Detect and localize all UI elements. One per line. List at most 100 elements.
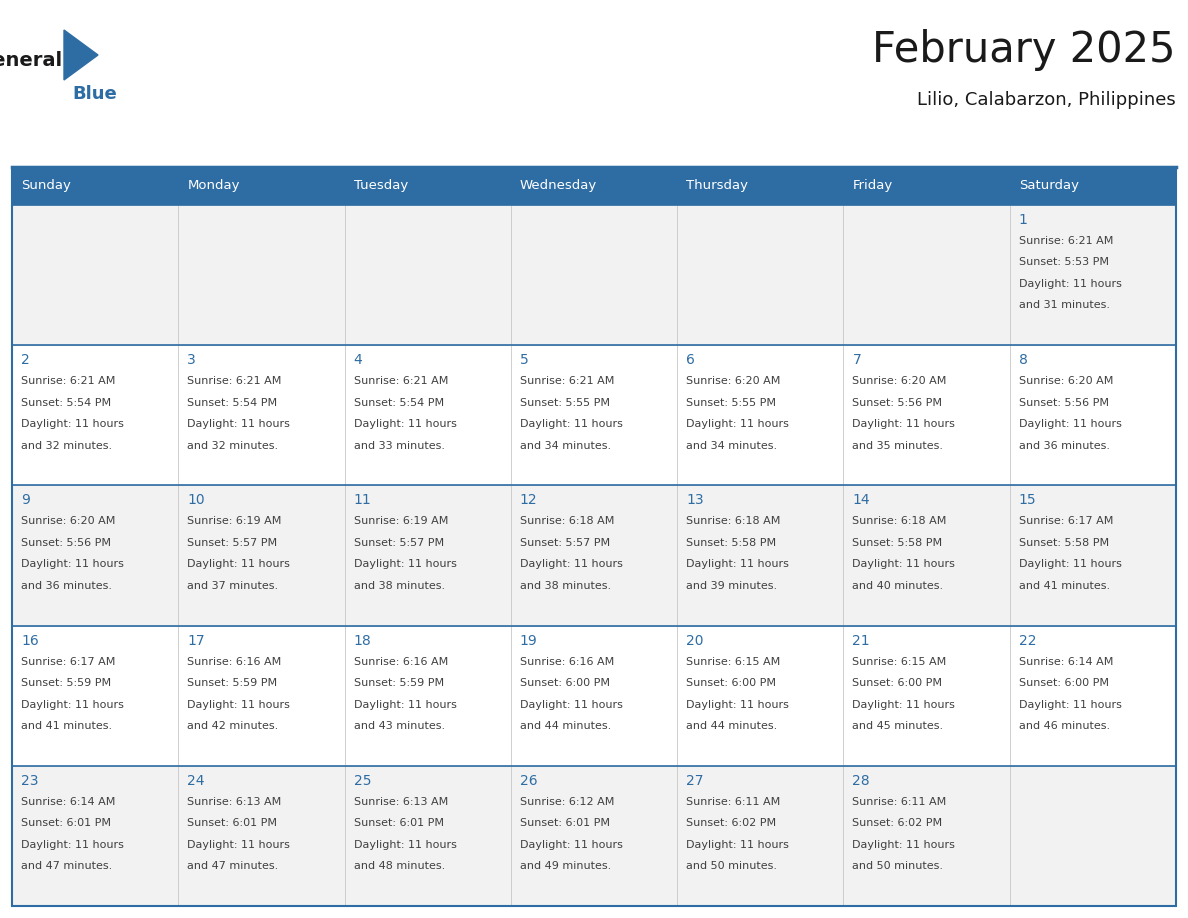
Text: Sunrise: 6:15 AM: Sunrise: 6:15 AM — [687, 656, 781, 666]
Text: Sunset: 6:01 PM: Sunset: 6:01 PM — [21, 818, 110, 828]
Text: Sunrise: 6:14 AM: Sunrise: 6:14 AM — [21, 797, 115, 807]
Text: Sunset: 5:54 PM: Sunset: 5:54 PM — [21, 397, 112, 408]
Bar — [12, 345, 178, 486]
Text: and 35 minutes.: and 35 minutes. — [853, 441, 943, 451]
Text: 20: 20 — [687, 633, 703, 647]
Text: and 34 minutes.: and 34 minutes. — [520, 441, 611, 451]
Text: Daylight: 11 hours: Daylight: 11 hours — [520, 559, 623, 569]
Text: Sunrise: 6:11 AM: Sunrise: 6:11 AM — [853, 797, 947, 807]
Text: and 32 minutes.: and 32 minutes. — [188, 441, 278, 451]
Text: Sunset: 5:59 PM: Sunset: 5:59 PM — [21, 678, 112, 688]
Text: Sunset: 6:01 PM: Sunset: 6:01 PM — [188, 818, 277, 828]
Text: 3: 3 — [188, 353, 196, 367]
Text: Friday: Friday — [853, 180, 892, 193]
Bar — [511, 766, 677, 906]
Text: Sunrise: 6:13 AM: Sunrise: 6:13 AM — [354, 797, 448, 807]
Bar — [511, 167, 677, 205]
Text: Daylight: 11 hours: Daylight: 11 hours — [853, 420, 955, 430]
Bar — [12, 766, 178, 906]
Bar — [345, 766, 511, 906]
Text: and 50 minutes.: and 50 minutes. — [853, 861, 943, 871]
Text: Daylight: 11 hours: Daylight: 11 hours — [354, 559, 456, 569]
Text: and 34 minutes.: and 34 minutes. — [687, 441, 777, 451]
Text: Sunrise: 6:14 AM: Sunrise: 6:14 AM — [1019, 656, 1113, 666]
Text: Daylight: 11 hours: Daylight: 11 hours — [853, 700, 955, 710]
Text: and 47 minutes.: and 47 minutes. — [188, 861, 278, 871]
Text: and 33 minutes.: and 33 minutes. — [354, 441, 444, 451]
Text: Sunrise: 6:16 AM: Sunrise: 6:16 AM — [188, 656, 282, 666]
Text: Sunset: 5:56 PM: Sunset: 5:56 PM — [1019, 397, 1108, 408]
Text: and 41 minutes.: and 41 minutes. — [1019, 581, 1110, 591]
Bar — [178, 625, 345, 766]
Text: 6: 6 — [687, 353, 695, 367]
Bar — [843, 625, 1010, 766]
Bar — [345, 625, 511, 766]
Text: Sunrise: 6:17 AM: Sunrise: 6:17 AM — [21, 656, 115, 666]
Text: and 39 minutes.: and 39 minutes. — [687, 581, 777, 591]
Text: 26: 26 — [520, 774, 537, 788]
Bar — [178, 766, 345, 906]
Text: Sunset: 6:00 PM: Sunset: 6:00 PM — [853, 678, 942, 688]
Text: Daylight: 11 hours: Daylight: 11 hours — [687, 420, 789, 430]
Text: Daylight: 11 hours: Daylight: 11 hours — [354, 840, 456, 850]
Bar — [345, 345, 511, 486]
Text: Sunset: 5:55 PM: Sunset: 5:55 PM — [687, 397, 776, 408]
Text: and 49 minutes.: and 49 minutes. — [520, 861, 611, 871]
Text: Sunrise: 6:13 AM: Sunrise: 6:13 AM — [188, 797, 282, 807]
Text: 13: 13 — [687, 493, 703, 508]
Bar — [1010, 625, 1176, 766]
Bar — [345, 486, 511, 625]
Text: Sunset: 5:56 PM: Sunset: 5:56 PM — [853, 397, 942, 408]
Text: Sunrise: 6:20 AM: Sunrise: 6:20 AM — [1019, 376, 1113, 386]
Text: Daylight: 11 hours: Daylight: 11 hours — [21, 700, 124, 710]
Bar — [178, 205, 345, 345]
Text: Sunrise: 6:16 AM: Sunrise: 6:16 AM — [354, 656, 448, 666]
Bar — [511, 625, 677, 766]
Text: Sunrise: 6:20 AM: Sunrise: 6:20 AM — [21, 517, 115, 526]
Text: Sunset: 5:53 PM: Sunset: 5:53 PM — [1019, 258, 1108, 267]
Bar — [677, 167, 843, 205]
Text: and 38 minutes.: and 38 minutes. — [354, 581, 444, 591]
Text: 4: 4 — [354, 353, 362, 367]
Bar — [1010, 205, 1176, 345]
Text: Sunset: 5:57 PM: Sunset: 5:57 PM — [188, 538, 278, 548]
Text: and 50 minutes.: and 50 minutes. — [687, 861, 777, 871]
Text: 19: 19 — [520, 633, 538, 647]
Text: and 44 minutes.: and 44 minutes. — [520, 722, 611, 731]
Text: 10: 10 — [188, 493, 204, 508]
Text: 17: 17 — [188, 633, 204, 647]
Bar — [12, 167, 1176, 906]
Bar — [178, 167, 345, 205]
Text: Daylight: 11 hours: Daylight: 11 hours — [1019, 700, 1121, 710]
Text: Tuesday: Tuesday — [354, 180, 407, 193]
Text: Sunrise: 6:21 AM: Sunrise: 6:21 AM — [354, 376, 448, 386]
Bar — [178, 486, 345, 625]
Text: Daylight: 11 hours: Daylight: 11 hours — [21, 840, 124, 850]
Text: Sunset: 5:58 PM: Sunset: 5:58 PM — [853, 538, 942, 548]
Text: Daylight: 11 hours: Daylight: 11 hours — [520, 840, 623, 850]
Text: Sunset: 5:59 PM: Sunset: 5:59 PM — [188, 678, 278, 688]
Text: and 45 minutes.: and 45 minutes. — [853, 722, 943, 731]
Text: Daylight: 11 hours: Daylight: 11 hours — [188, 700, 290, 710]
Text: Sunrise: 6:11 AM: Sunrise: 6:11 AM — [687, 797, 781, 807]
Text: Monday: Monday — [188, 180, 240, 193]
Text: General: General — [0, 50, 62, 70]
Text: Daylight: 11 hours: Daylight: 11 hours — [354, 420, 456, 430]
Text: 18: 18 — [354, 633, 372, 647]
Bar — [1010, 167, 1176, 205]
Bar — [677, 625, 843, 766]
Bar — [843, 766, 1010, 906]
Text: Daylight: 11 hours: Daylight: 11 hours — [188, 559, 290, 569]
Text: 12: 12 — [520, 493, 537, 508]
Text: Sunset: 5:58 PM: Sunset: 5:58 PM — [687, 538, 776, 548]
Bar — [511, 205, 677, 345]
Text: Daylight: 11 hours: Daylight: 11 hours — [1019, 559, 1121, 569]
Text: and 36 minutes.: and 36 minutes. — [1019, 441, 1110, 451]
Bar — [843, 167, 1010, 205]
Text: Sunday: Sunday — [21, 180, 71, 193]
Text: 5: 5 — [520, 353, 529, 367]
Text: Daylight: 11 hours: Daylight: 11 hours — [1019, 279, 1121, 289]
Bar — [511, 486, 677, 625]
Text: Sunset: 5:54 PM: Sunset: 5:54 PM — [354, 397, 443, 408]
Text: Sunrise: 6:15 AM: Sunrise: 6:15 AM — [853, 656, 947, 666]
